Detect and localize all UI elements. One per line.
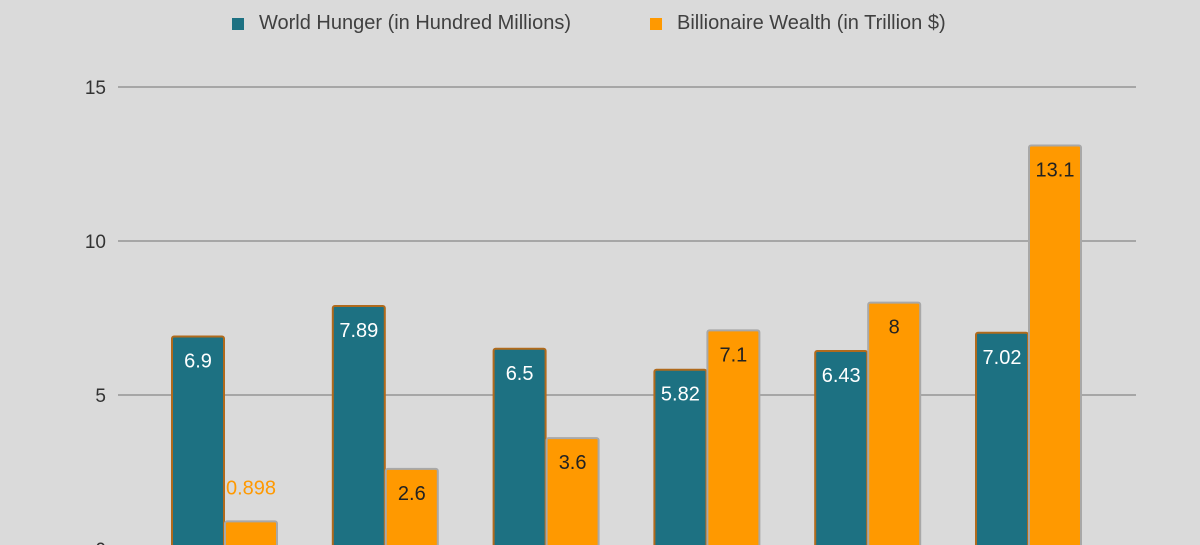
data-label-wealth: 3.6 xyxy=(559,452,587,474)
legend: World Hunger (in Hundred Millions) Billi… xyxy=(0,8,1200,38)
y-tick-label: 15 xyxy=(85,78,106,99)
y-tick-label: 5 xyxy=(95,386,106,407)
legend-swatch-hunger-icon xyxy=(232,17,244,30)
y-tick-label: 10 xyxy=(85,232,106,253)
data-label-hunger: 6.43 xyxy=(822,365,861,387)
legend-label-hunger: World Hunger (in Hundred Millions) xyxy=(259,12,571,34)
data-label-hunger: 6.5 xyxy=(506,363,534,385)
bar-hunger xyxy=(331,304,386,545)
data-label-wealth: 13.1 xyxy=(1036,160,1075,182)
y-tick-label: 0 xyxy=(95,540,106,545)
data-label-wealth: 2.6 xyxy=(398,483,426,505)
data-label-hunger: 6.9 xyxy=(184,350,212,372)
legend-item-hunger: World Hunger (in Hundred Millions) xyxy=(232,12,571,35)
legend-label-wealth: Billionaire Wealth (in Trillion $) xyxy=(677,12,946,34)
legend-item-wealth: Billionaire Wealth (in Trillion $) xyxy=(650,12,946,35)
bar-hunger xyxy=(171,335,225,545)
bar-wealth xyxy=(706,329,761,545)
bar-wealth xyxy=(1028,144,1082,545)
data-label-hunger: 7.02 xyxy=(983,347,1022,369)
bar-wealth xyxy=(545,437,600,545)
data-label-wealth: 7.1 xyxy=(719,344,747,366)
bar-wealth xyxy=(224,520,278,545)
legend-swatch-wealth-icon xyxy=(650,17,662,30)
data-label-wealth: 0.898 xyxy=(226,477,276,499)
data-label-hunger: 5.82 xyxy=(661,384,700,406)
bar-wealth xyxy=(867,301,922,545)
bar-wealth xyxy=(384,467,439,545)
data-label-wealth: 8 xyxy=(889,317,900,339)
data-label-hunger: 7.89 xyxy=(339,320,378,342)
